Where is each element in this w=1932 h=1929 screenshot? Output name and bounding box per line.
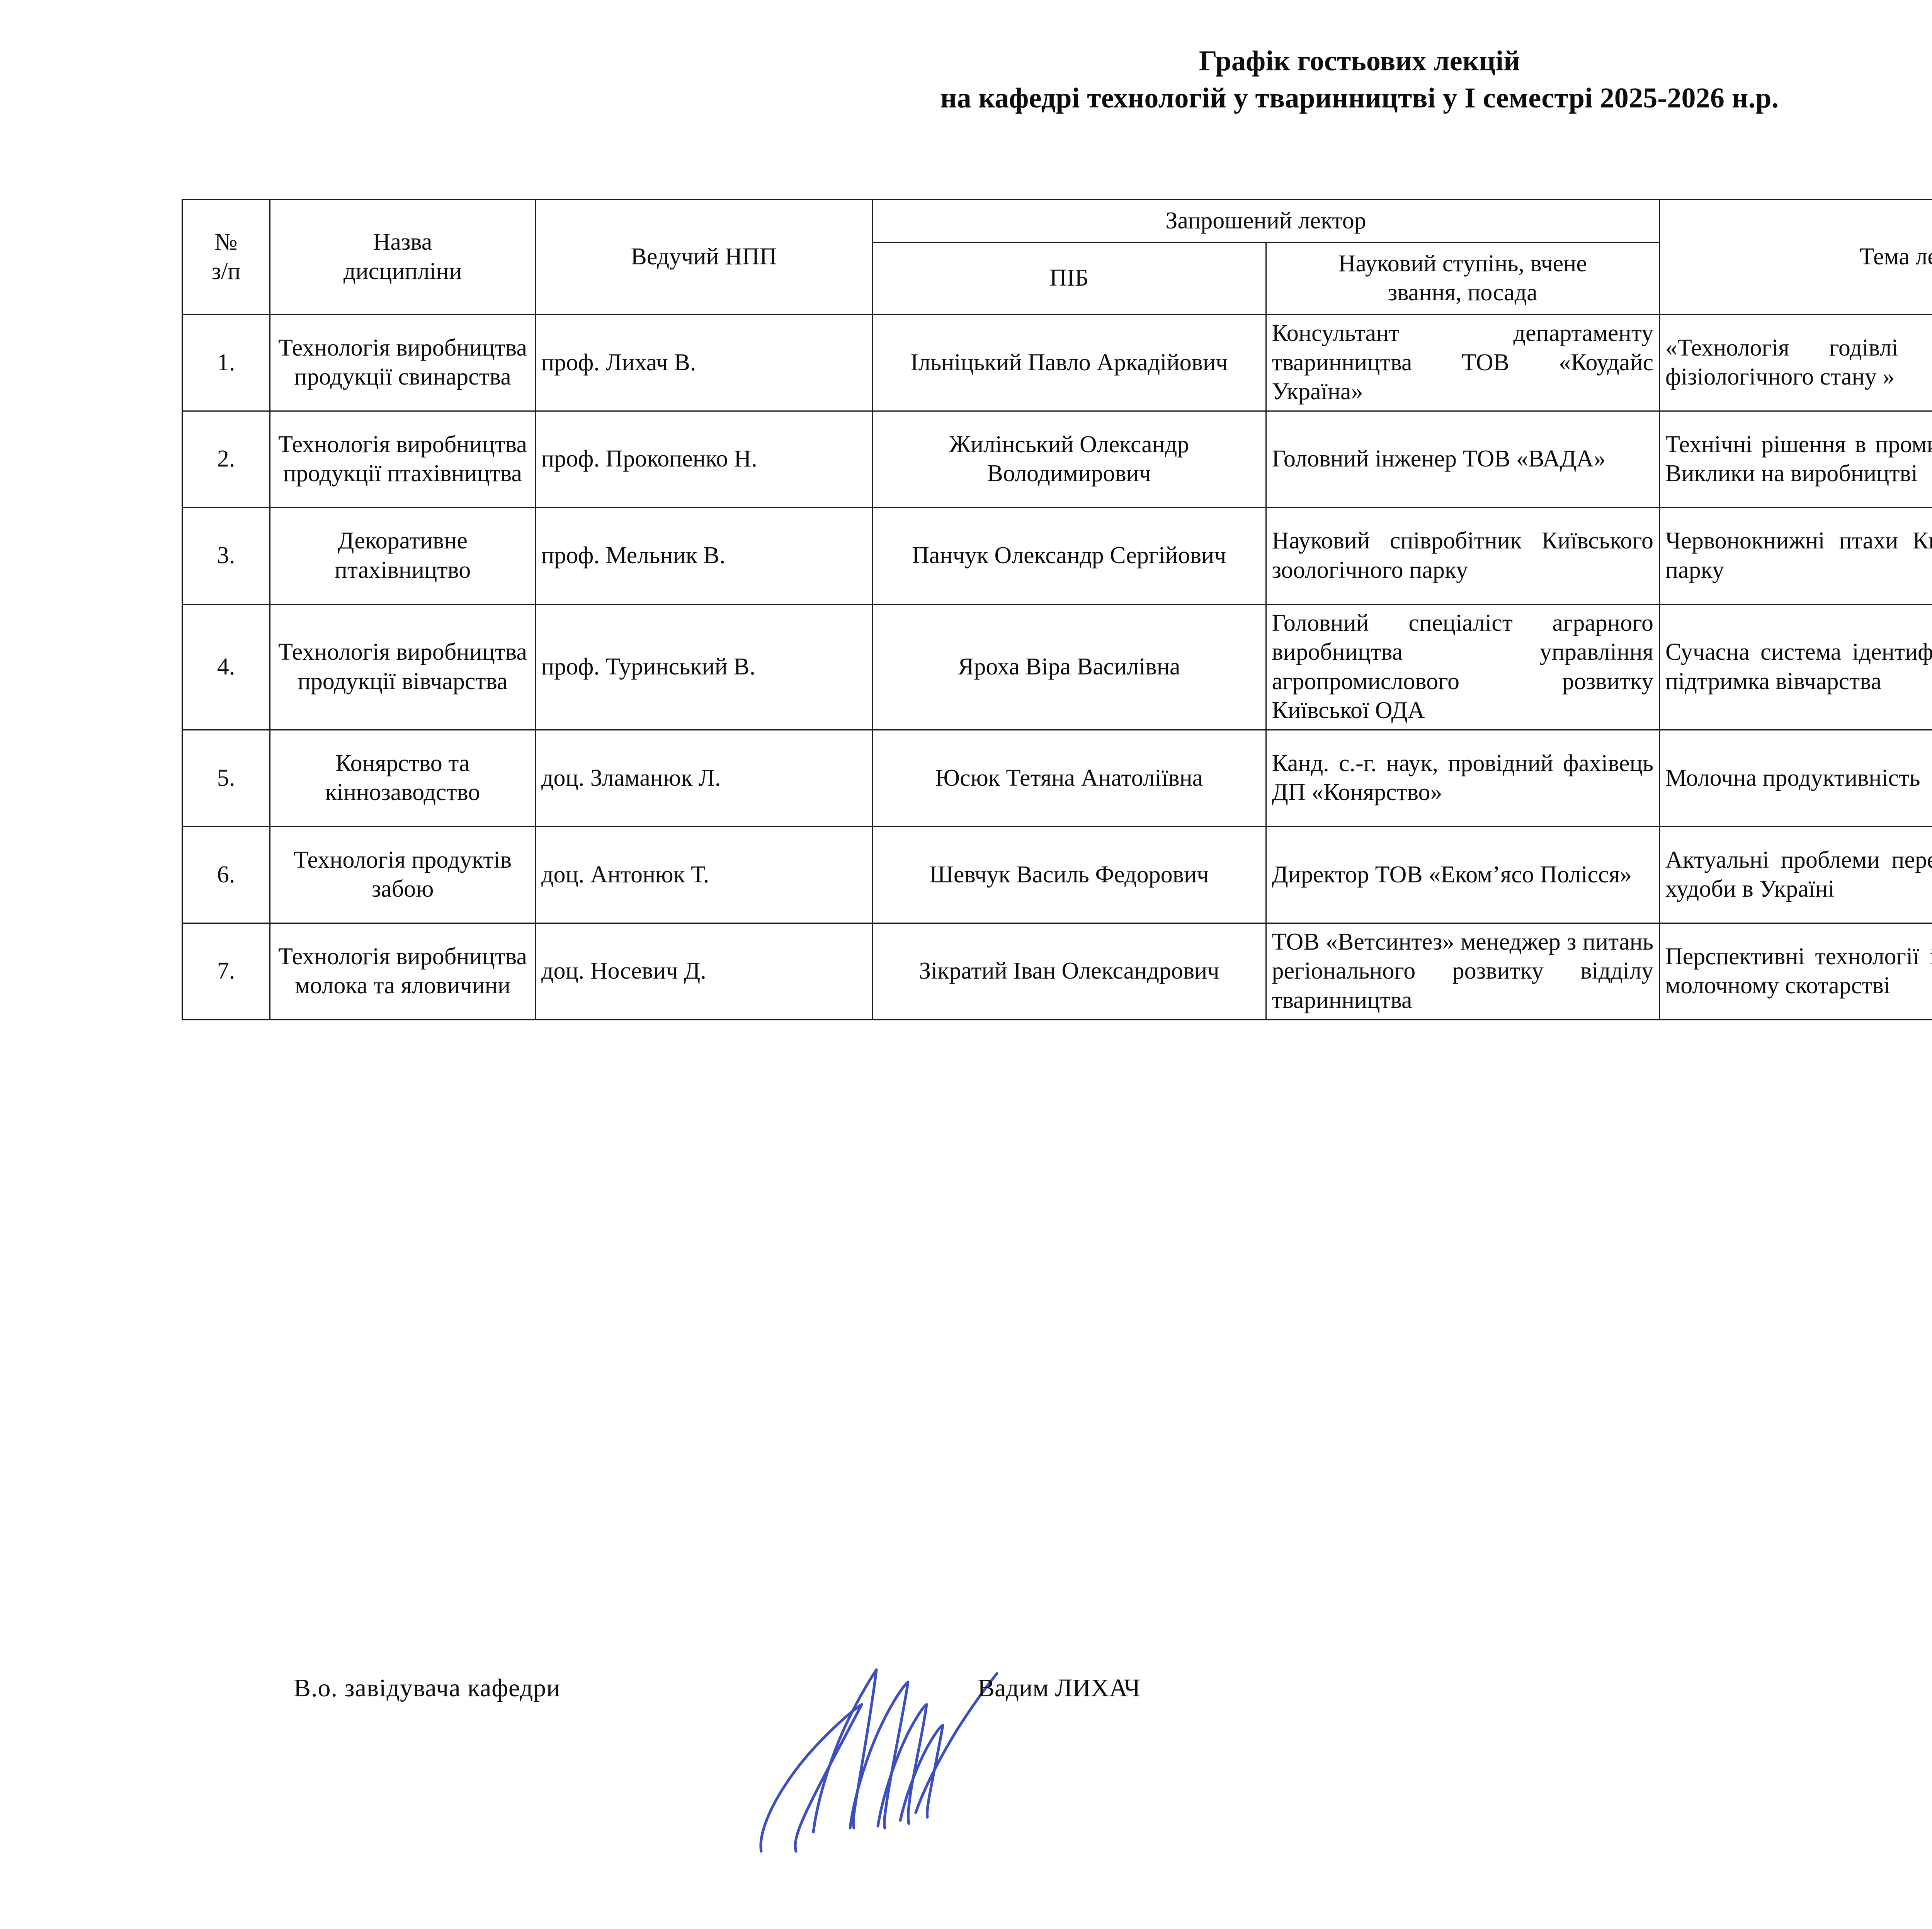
column-header-topic: Тема лекції [1659,199,1932,315]
column-header-discipline-line-2: дисципліни [343,258,462,284]
cell-degree: Консультант департаменту тваринництва ТО… [1265,313,1660,412]
cell-topic: Актуальні проблеми переробки великої рог… [1659,826,1932,924]
cell-discipline: Декоративне птахівництво [269,507,536,605]
cell-discipline: Конярство та кіннозаводство [269,729,536,827]
column-header-lead-teacher: Ведучий НПП [535,199,873,315]
cell-lead-teacher: доц. Антонюк Т. [535,826,873,924]
table-row: 6. Технологія продуктів забою доц. Антон… [182,826,1932,924]
column-header-no-line-2: з/п [211,258,241,284]
cell-pib: Шевчук Василь Федорович [872,826,1267,924]
page-title: Графік гостьових лекцій на кафедрі техно… [0,0,1932,117]
cell-degree: Директор ТОВ «Еком’ясо Полісся» [1265,826,1660,924]
column-header-no: № з/п [182,199,270,315]
cell-lead-teacher: проф. Туринський В. [535,603,873,730]
cell-discipline: Технологія виробництва молока та яловичи… [269,922,536,1020]
column-header-degree-line-1: Науковий ступінь, вчене [1338,250,1587,277]
page-title-line-1: Графік гостьових лекцій [1199,45,1520,77]
cell-pib: Ільніцький Павло Аркадійович [872,313,1267,412]
cell-discipline: Технологія виробництва продукції свинарс… [269,313,536,412]
table-header-row-1: № з/п Назва дисципліни Ведучий НПП Запро… [182,199,1932,315]
cell-no: 6. [182,826,270,924]
table-row: 1. Технологія виробництва продукції свин… [182,313,1932,412]
cell-lead-teacher: доц. Носевич Д. [535,922,873,1020]
table-body: 1. Технологія виробництва продукції свин… [182,313,1932,1020]
page-title-line-2: на кафедрі технологій у тваринництві у I… [940,82,1779,114]
table-header-row-2: ПІБ Науковий ступінь, вчене звання, поса… [182,242,1932,315]
cell-topic: «Технологія годівлі свиноматок різного ф… [1659,313,1932,412]
cell-pib: Юсюк Тетяна Анатоліївна [872,729,1267,827]
column-header-no-line-1: № [214,229,238,255]
schedule-table: № з/п Назва дисципліни Ведучий НПП Запро… [182,199,1932,1020]
cell-degree: Головний спеціаліст аграрного виробництв… [1265,603,1660,730]
signature-name: Вадим ЛИХАЧ [978,1674,1141,1702]
cell-no: 1. [182,313,270,412]
cell-lead-teacher: проф. Прокопенко Н. [535,410,873,508]
cell-no: 4. [182,603,270,730]
table-row: 3. Декоративне птахівництво проф. Мельни… [182,507,1932,605]
cell-topic: Перспективні технології і рішення в суча… [1659,922,1932,1020]
table-header: № з/п Назва дисципліни Ведучий НПП Запро… [182,199,1932,315]
cell-no: 7. [182,922,270,1020]
column-header-discipline-line-1: Назва [373,229,432,255]
cell-degree: Науковий співробітник Київського зоологі… [1265,507,1660,605]
signature-block: В.о. завідувача кафедри Вадим ЛИХАЧ [294,1668,1530,1875]
column-header-discipline: Назва дисципліни [269,199,536,315]
table-row: 4. Технологія виробництва продукції вівч… [182,603,1932,730]
column-header-pib: ПІБ [872,242,1267,315]
cell-topic: Червонокнижні птахи Київського зоологічн… [1659,507,1932,605]
cell-discipline: Технологія продуктів забою [269,826,536,924]
column-header-invited-lecturer-group: Запрошений лектор [872,199,1660,243]
cell-topic: Технічні рішення в промисловому птахівни… [1659,410,1932,508]
cell-degree: Канд. с.-г. наук, провідний фахівець ДП … [1265,729,1660,827]
cell-pib: Яроха Віра Василівна [872,603,1267,730]
cell-pib: Жилінський Олександр Володимирович [872,410,1267,508]
cell-topic: Молочна продуктивність [1659,729,1932,827]
cell-discipline: Технологія виробництва продукції птахівн… [269,410,536,508]
cell-lead-teacher: проф. Мельник В. [535,507,873,605]
table-row: 2. Технологія виробництва продукції птах… [182,410,1932,508]
cell-degree: ТОВ «Ветсинтез» менеджер з питань регіон… [1265,922,1660,1020]
cell-lead-teacher: доц. Зламанюк Л. [535,729,873,827]
column-header-degree: Науковий ступінь, вчене звання, посада [1265,242,1660,315]
column-header-degree-line-2: звання, посада [1388,279,1537,306]
cell-discipline: Технологія виробництва продукції вівчарс… [269,603,536,730]
cell-no: 2. [182,410,270,508]
cell-degree: Головний інженер ТОВ «ВАДА» [1265,410,1660,508]
cell-topic: Сучасна система ідентифікації овець, дер… [1659,603,1932,730]
cell-no: 3. [182,507,270,605]
table-row: 5. Конярство та кіннозаводство доц. Злам… [182,729,1932,827]
schedule-table-container: № з/п Назва дисципліни Ведучий НПП Запро… [182,199,1932,1020]
cell-no: 5. [182,729,270,827]
cell-lead-teacher: проф. Лихач В. [535,313,873,412]
table-row: 7. Технологія виробництва молока та ялов… [182,922,1932,1020]
signature-role-label: В.о. завідувача кафедри [294,1674,561,1702]
cell-pib: Панчук Олександр Сергійович [872,507,1267,605]
cell-pib: Зікратий Іван Олександрович [872,922,1267,1020]
